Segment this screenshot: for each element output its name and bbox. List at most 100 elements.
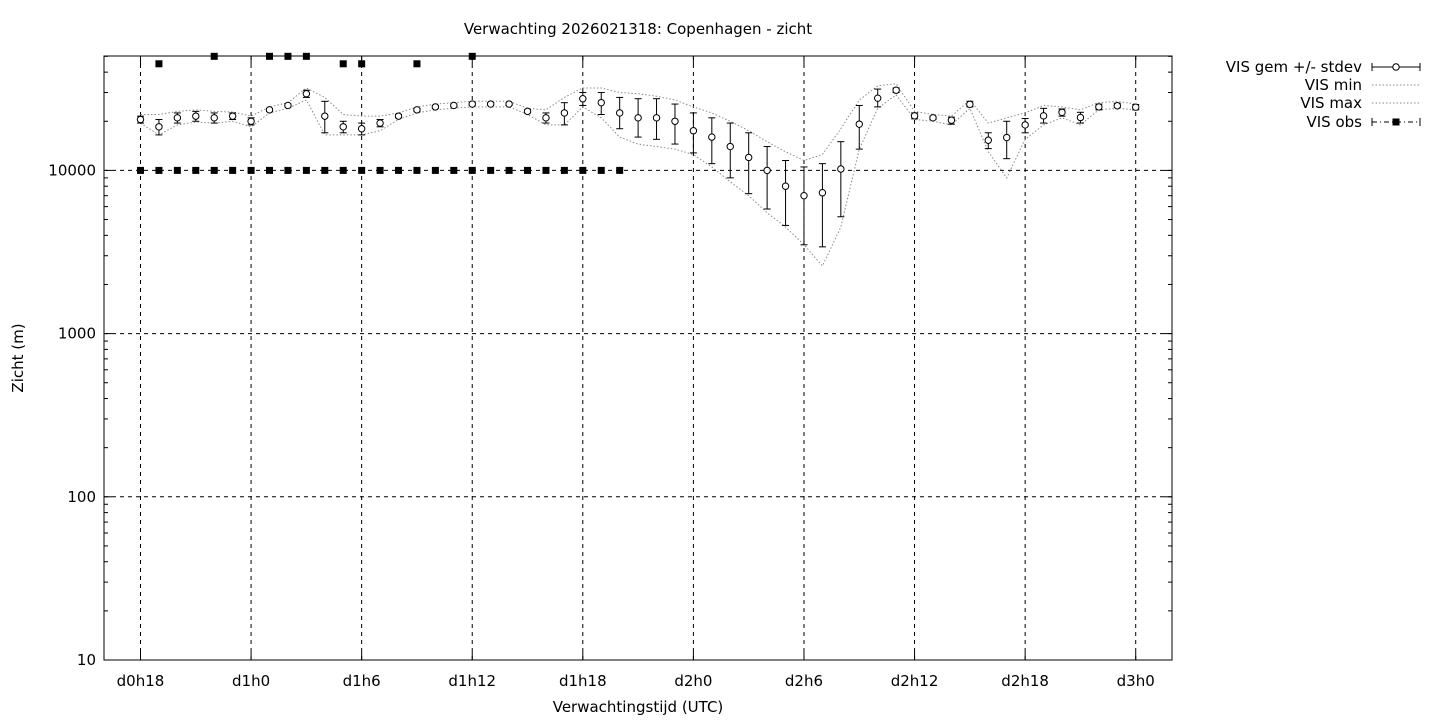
x-tick-label: d1h12 (448, 672, 496, 690)
vis-mean-point (210, 114, 218, 122)
vis-mean-point (708, 133, 716, 141)
vis-mean-point (376, 119, 384, 127)
vis-obs-point (210, 166, 218, 174)
vis-mean-point (1003, 133, 1011, 142)
x-tick-label: d2h12 (891, 672, 939, 690)
vis-mean-point (505, 100, 513, 108)
vis-mean-point (302, 90, 311, 98)
x-tick-label: d2h0 (674, 672, 712, 690)
vis-mean-point (486, 100, 495, 108)
vis-obs-point (339, 166, 347, 174)
vis-obs-point (468, 166, 476, 174)
vis-mean-point (800, 191, 808, 200)
vis-obs-point (155, 60, 163, 68)
series-layer (136, 52, 1140, 267)
vis-mean-point (173, 114, 182, 122)
minor-ticks (104, 55, 1172, 612)
vis-mean-point (394, 112, 403, 120)
vis-mean-point (542, 114, 550, 122)
vis-mean-point (1076, 113, 1085, 122)
vis-mean-point (910, 112, 919, 120)
vis-obs-point (413, 60, 421, 68)
vis-obs-point (413, 166, 421, 174)
grid (104, 56, 1172, 660)
vis-obs-point (524, 166, 532, 174)
vis-mean-point (947, 116, 956, 124)
vis-mean-point (689, 127, 698, 135)
vis-obs-point (395, 166, 403, 174)
vis-obs-point (431, 166, 439, 174)
vis-mean-point (468, 100, 476, 108)
vis-obs-point (358, 166, 366, 174)
vis-mean-point (671, 117, 679, 125)
vis-mean-point (560, 109, 569, 117)
vis-mean-point (136, 115, 145, 124)
y-axis-label: Zicht (m) (9, 323, 27, 392)
x-tick-label: d2h6 (785, 672, 823, 690)
vis-mean-point (763, 166, 771, 175)
vis-obs-point (505, 166, 513, 174)
vis-obs-point (247, 166, 255, 174)
vis-obs-point (560, 166, 568, 174)
vis-mean-point (228, 112, 237, 120)
vis-mean-point (634, 114, 642, 122)
vis-mean-point (597, 98, 605, 107)
vis-obs-point (358, 60, 366, 68)
vis-mean-point (1021, 121, 1029, 129)
x-tick-label: d0h18 (117, 672, 165, 690)
vis-obs-point (616, 166, 624, 174)
tick-labels: d0h18 d1h0 d1h6 d1h12 d1h18 d2h0 d2h6 d2h12 d2h1… (48, 161, 1155, 690)
x-axis-label: Verwachtingstijd (UTC) (553, 698, 724, 716)
vis-mean-point (837, 165, 845, 173)
vis-mean-point (357, 125, 366, 133)
vis-obs-point (597, 166, 605, 174)
vis-obs-point (266, 166, 274, 174)
vis-obs-point (450, 166, 458, 174)
legend-swatch-mean-marker (1392, 63, 1400, 71)
vis-mean-point (874, 94, 882, 102)
vis-mean-point (652, 114, 661, 122)
vis-mean-point (1058, 108, 1066, 116)
vis-obs-point (155, 166, 163, 174)
vis-mean-point (781, 182, 790, 190)
vis-mean-point (892, 86, 900, 94)
vis-mean-point (726, 142, 734, 151)
chart-title: Verwachting 2026021318: Copenhagen - zic… (464, 20, 812, 38)
x-tick-label: d1h18 (559, 672, 607, 690)
vis-obs-point (579, 166, 587, 174)
x-tick-label: d3h0 (1117, 672, 1155, 690)
x-tick-label: d1h0 (232, 672, 270, 690)
legend-label: VIS obs (1307, 113, 1363, 131)
vis-mean-point (855, 120, 863, 128)
y-tick-label: 10 (77, 651, 96, 669)
vis-mean-point (929, 114, 937, 122)
vis-mean-point (579, 95, 587, 103)
vis-mean-point (966, 100, 974, 109)
x-tick-label: d1h6 (343, 672, 381, 690)
vis-mean-point (265, 106, 274, 114)
major-ticks (104, 56, 1172, 661)
vis-mean-point (818, 189, 827, 197)
vis-mean-point (284, 101, 292, 110)
y-tick-label: 10000 (48, 161, 96, 179)
vis-mean-point (413, 106, 421, 114)
vis-obs-point (229, 166, 237, 174)
legend-swatch-obs-marker (1392, 118, 1400, 126)
vis-mean-point (247, 117, 255, 125)
plot-frame (103, 55, 1173, 661)
vis-obs-point (339, 60, 347, 68)
vis-obs-point (284, 166, 292, 174)
vis-mean-point (339, 123, 347, 131)
vis-mean-point (155, 123, 163, 131)
x-tick-label: d2h18 (1001, 672, 1049, 690)
vis-mean-point (450, 101, 458, 110)
y-tick-label: 1000 (58, 325, 96, 343)
vis-mean-point (1113, 102, 1121, 110)
vis-mean-point (431, 103, 440, 111)
vis-mean-point (192, 112, 200, 120)
legend-label: VIS gem +/- stdev (1226, 58, 1362, 76)
legend-label: VIS max (1300, 94, 1362, 112)
vis-mean-point (744, 153, 753, 162)
vis-mean-point (1039, 112, 1048, 120)
